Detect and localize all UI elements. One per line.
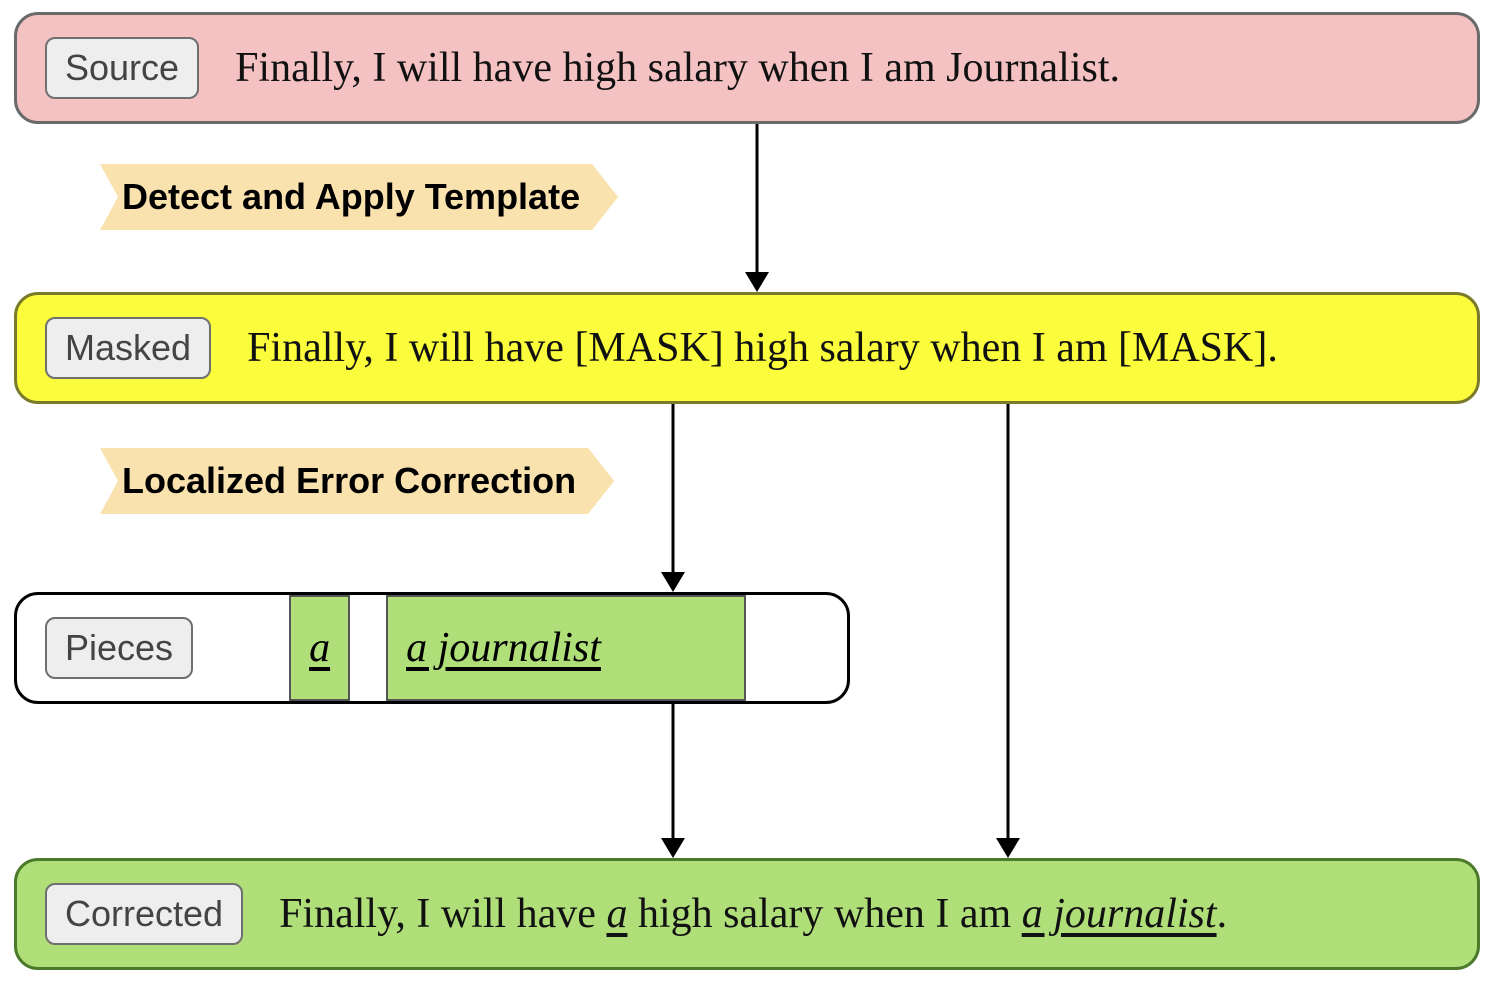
corrected-prefix: Finally, I will have (279, 891, 606, 937)
piece-1-text: a (309, 624, 330, 672)
corrected-badge: Corrected (45, 883, 243, 945)
pieces-stage: Pieces a a journalist (14, 592, 850, 704)
corrected-suffix: . (1217, 891, 1228, 937)
piece-1: a (289, 595, 350, 701)
source-badge: Source (45, 37, 199, 99)
piece-gap (350, 595, 386, 701)
arrow-source-to-masked (745, 124, 769, 292)
corrected-middle: high salary when I am (627, 891, 1021, 937)
arrow-pieces-to-corrected (661, 704, 685, 858)
piece-2: a journalist (386, 595, 746, 701)
masked-badge: Masked (45, 317, 211, 379)
arrow-masked-to-pieces (661, 404, 685, 592)
piece-2-text: a journalist (406, 624, 601, 672)
corrected-stage: Corrected Finally, I will have a high sa… (14, 858, 1480, 970)
pieces-badge: Pieces (45, 617, 193, 679)
step-detect-ribbon: Detect and Apply Template (100, 164, 618, 230)
masked-text: Finally, I will have [MASK] high salary … (247, 324, 1278, 372)
step-correct-ribbon: Localized Error Correction (100, 448, 614, 514)
corrected-ins1: a (606, 891, 627, 937)
corrected-text: Finally, I will have a high salary when … (279, 890, 1227, 938)
masked-stage: Masked Finally, I will have [MASK] high … (14, 292, 1480, 404)
corrected-ins2: a journalist (1022, 891, 1217, 937)
arrow-masked-to-corrected (996, 404, 1020, 858)
pieces-area: a a journalist (289, 595, 746, 701)
source-stage: Source Finally, I will have high salary … (14, 12, 1480, 124)
source-text: Finally, I will have high salary when I … (235, 44, 1120, 92)
